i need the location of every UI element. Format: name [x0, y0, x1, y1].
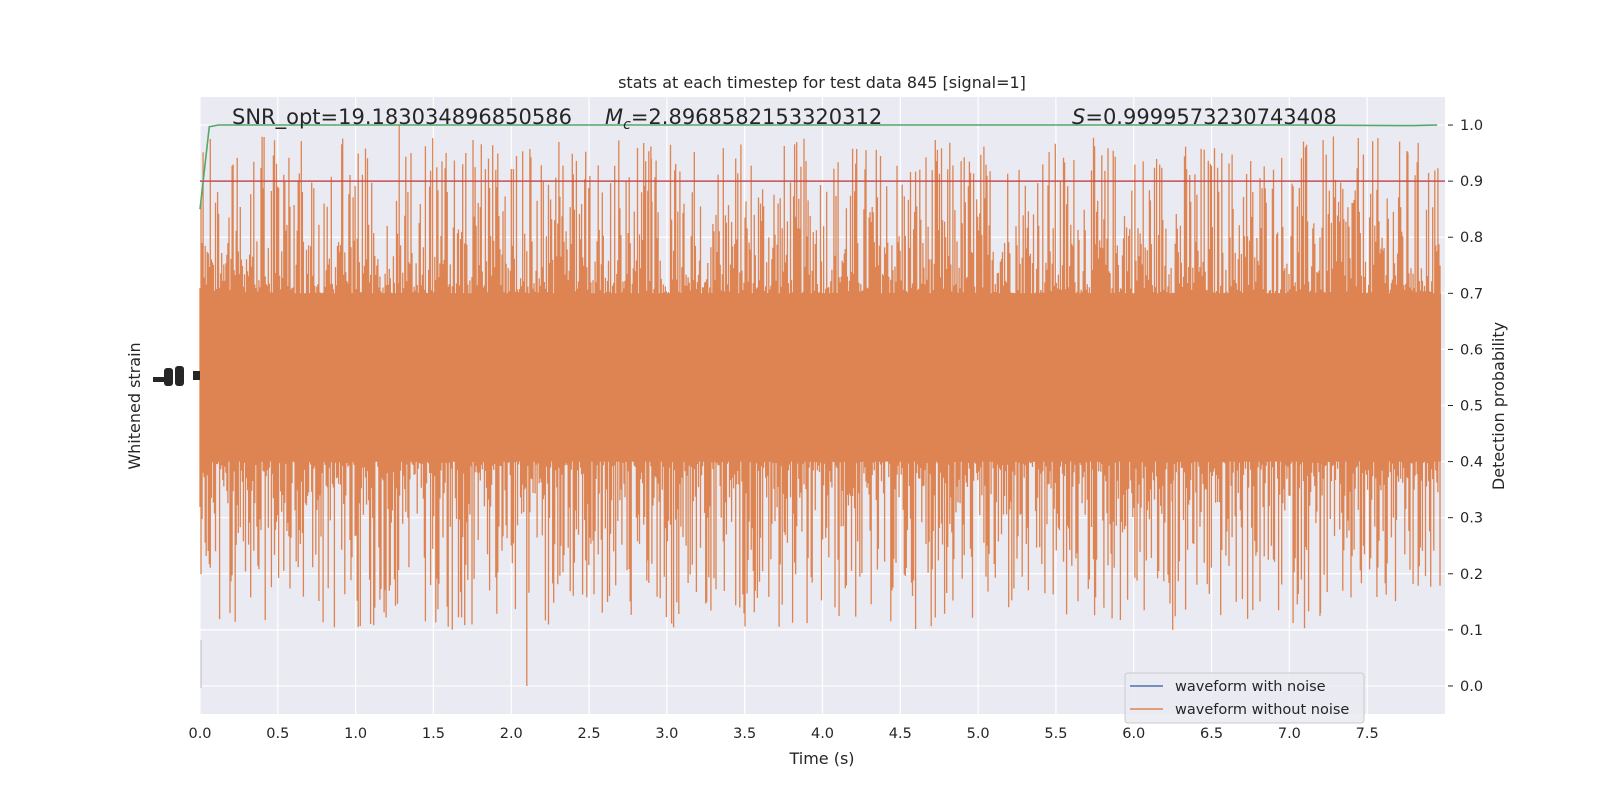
- x-tick-label: 3.0: [655, 726, 678, 742]
- mc-subscript: c: [623, 117, 631, 133]
- y-right-tick-labels: 0.0 0.1 0.2 0.3 0.4 0.5 0.6 0.7 0.8 0.9 1.0: [1448, 118, 1483, 695]
- left-axis-tick-cluster: [153, 366, 200, 386]
- mc-symbol: M: [605, 105, 623, 129]
- left-tick-mark: [164, 368, 173, 386]
- x-tick-label: 6.0: [1122, 726, 1145, 742]
- y-right-tick-label: 0.1: [1460, 623, 1483, 639]
- y-right-tick-label: 0.4: [1460, 455, 1483, 471]
- x-tick-label: 4.5: [889, 726, 912, 742]
- y-right-tick-label: 0.7: [1460, 286, 1483, 302]
- y-right-tick-label: 0.8: [1460, 230, 1483, 246]
- x-tick-label: 1.5: [422, 726, 445, 742]
- x-axis-label: Time (s): [788, 749, 854, 768]
- mc-value: =2.8968582153320312: [631, 105, 882, 129]
- y-right-tick-label: 0.5: [1460, 399, 1483, 415]
- left-tick-mark: [193, 371, 200, 380]
- x-tick-label: 5.5: [1044, 726, 1067, 742]
- y-right-tick-label: 1.0: [1460, 118, 1483, 134]
- left-tick-mark: [153, 377, 167, 382]
- legend: waveform with noise waveform without noi…: [1124, 672, 1365, 724]
- y-right-axis-label: Detection probability: [1489, 322, 1508, 490]
- x-tick-label: 3.5: [733, 726, 756, 742]
- x-tick-labels: 0.0 0.5 1.0 1.5 2.0 2.5 3.0 3.5 4.0 4.5 5.0 5.5 6.0 6…: [188, 726, 1378, 742]
- x-tick-label: 6.5: [1200, 726, 1223, 742]
- waveform-without-noise-series: [199, 125, 1441, 686]
- x-tick-label: 4.0: [811, 726, 834, 742]
- x-tick-label: 0.0: [188, 726, 211, 742]
- s-annotation: S=0.9999573230743408: [1072, 105, 1337, 129]
- y-right-tick-label: 0.3: [1460, 511, 1483, 527]
- x-tick-label: 2.5: [578, 726, 601, 742]
- x-tick-label: 7.5: [1356, 726, 1379, 742]
- waveform-spikes: [199, 125, 1441, 686]
- y-right-tick-label: 0.0: [1460, 679, 1483, 695]
- y-left-axis-label: Whitened strain: [125, 342, 144, 469]
- legend-label-waveform-with-noise: waveform with noise: [1175, 679, 1326, 695]
- legend-box: [1124, 672, 1365, 724]
- x-tick-label: 0.5: [266, 726, 289, 742]
- chart-title: stats at each timestep for test data 845…: [618, 73, 1026, 92]
- y-right-tick-label: 0.9: [1460, 174, 1483, 190]
- chirp-mass-annotation: Mc=2.8968582153320312: [605, 105, 882, 133]
- x-tick-label: 5.0: [967, 726, 990, 742]
- y-right-tick-label: 0.2: [1460, 567, 1483, 583]
- x-tick-label: 2.0: [500, 726, 523, 742]
- y-right-tick-label: 0.6: [1460, 342, 1483, 358]
- detection-probability-line: [199, 124, 1438, 210]
- x-tick-label: 1.0: [344, 726, 367, 742]
- s-symbol: S: [1072, 105, 1085, 129]
- s-value: =0.9999573230743408: [1085, 105, 1336, 129]
- left-tick-mark: [175, 366, 184, 386]
- snr-annotation: SNR_opt=19.183034896850586: [232, 105, 572, 130]
- x-tick-label: 7.0: [1278, 726, 1301, 742]
- legend-label-waveform-without-noise: waveform without noise: [1175, 702, 1349, 718]
